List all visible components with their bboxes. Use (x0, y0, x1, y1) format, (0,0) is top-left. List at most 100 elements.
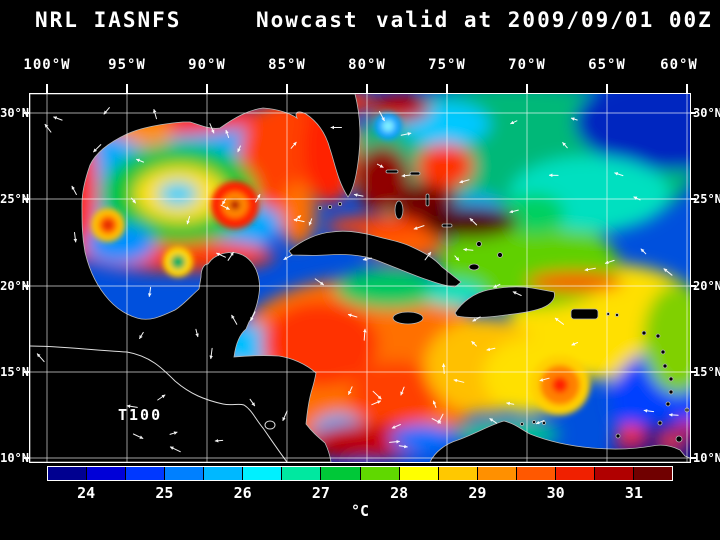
current-vector-arrow (220, 204, 230, 210)
current-vector-arrow (36, 353, 45, 363)
current-vector-arrow (255, 193, 261, 203)
current-vector-arrow (347, 313, 358, 318)
current-vector-arrow (663, 268, 673, 276)
current-vector-arrow (539, 377, 550, 382)
current-vector-arrow (614, 172, 624, 177)
colorbar-unit-label: °C (350, 502, 370, 520)
current-vector-arrow (668, 413, 679, 417)
current-vector-arrow (424, 251, 432, 261)
current-vector-arrow (640, 248, 647, 255)
colorbar-segment (477, 467, 516, 480)
current-vector-arrow (308, 218, 313, 226)
lat-tick-label-left: 10°N (0, 451, 29, 465)
colorbar-segment (321, 467, 360, 480)
colorbar-segment (165, 467, 204, 480)
current-vector-arrow (157, 394, 166, 401)
current-vector-arrow (389, 439, 400, 444)
current-vector-arrow (432, 400, 437, 408)
current-vector-arrow (584, 267, 596, 272)
colorbar-tick-label: 24 (77, 484, 96, 502)
colorbar-segment (204, 467, 243, 480)
current-vector-arrow (195, 328, 199, 338)
current-vector-arrow (459, 179, 470, 184)
lon-tick-label: 100°W (23, 57, 71, 73)
current-vector-arrow (400, 386, 405, 396)
current-vector-arrow (510, 120, 518, 125)
lon-tick-label: 85°W (268, 57, 306, 73)
current-vector-arrow (169, 431, 178, 435)
lon-tick-mark (446, 84, 448, 93)
plot-title-valid-time: valid at 2009/09/01 00Z (376, 8, 713, 32)
plot-title-model: NRL IASNFS (35, 8, 182, 32)
lon-tick-mark (526, 84, 528, 93)
temperature-map-svg (30, 94, 690, 462)
current-vector-arrow (562, 142, 568, 149)
current-vector-arrow (400, 132, 412, 136)
current-vector-arrow (214, 438, 224, 443)
colorbar-segment (555, 467, 594, 480)
current-vector-arrow (372, 390, 382, 400)
current-vector-arrow (362, 257, 372, 261)
current-vector-arrow (209, 347, 213, 360)
current-vector-arrow (535, 420, 545, 425)
colorbar-segment (48, 467, 87, 480)
lat-tick-mark (691, 198, 696, 200)
colorbar-segment (438, 467, 477, 480)
graticule (30, 94, 690, 462)
current-vector-arrow (293, 218, 305, 223)
lat-tick-label-left: 25°N (0, 192, 29, 206)
plot-title-mode: Nowcast (256, 8, 359, 32)
current-vectors (36, 107, 679, 453)
current-vector-arrow (231, 314, 238, 325)
colorbar-tick-label: 30 (546, 484, 565, 502)
current-vector-arrow (169, 446, 181, 453)
current-vector-arrow (44, 123, 52, 133)
current-vector-arrow (209, 123, 215, 134)
lat-tick-label-right: 30°N (693, 106, 720, 120)
lon-tick-label: 90°W (188, 57, 226, 73)
lat-tick-mark (24, 285, 29, 287)
colorbar-tick-label: 31 (624, 484, 643, 502)
current-vector-arrow (643, 408, 655, 413)
lat-tick-label-left: 30°N (0, 106, 29, 120)
current-vector-arrow (139, 331, 144, 340)
colorbar-segment (282, 467, 321, 480)
land-mask (30, 94, 690, 462)
coastline-contours (30, 345, 288, 462)
current-vector-arrow (362, 328, 367, 341)
current-vector-arrow (249, 398, 256, 407)
current-vector-arrow (136, 158, 144, 163)
lat-tick-label-right: 10°N (693, 451, 720, 465)
current-vector-arrow (506, 401, 515, 406)
lat-tick-label-left: 20°N (0, 279, 29, 293)
lon-tick-label: 80°W (348, 57, 386, 73)
current-vector-arrow (489, 418, 498, 424)
current-vector-arrow (71, 185, 77, 195)
lon-tick-mark (126, 84, 128, 93)
colorbar-segment (126, 467, 165, 480)
current-vector-arrow (282, 410, 288, 422)
colorbar-segment (516, 467, 555, 480)
lat-tick-mark (691, 457, 696, 459)
lon-tick-label: 70°W (508, 57, 546, 73)
current-vector-arrow (509, 209, 519, 214)
lon-tick-label: 95°W (108, 57, 146, 73)
colorbar-segment (360, 467, 399, 480)
lat-tick-mark (24, 371, 29, 373)
lat-tick-label-right: 20°N (693, 279, 720, 293)
current-vector-arrow (570, 117, 578, 121)
current-vector-arrow (376, 163, 384, 168)
colorbar-tick-label: 26 (233, 484, 252, 502)
current-vector-arrow (237, 145, 241, 153)
lat-tick-mark (691, 285, 696, 287)
lat-tick-mark (24, 457, 29, 459)
current-vector-arrow (103, 107, 110, 115)
current-vector-arrow (454, 255, 460, 261)
lat-tick-mark (691, 112, 696, 114)
current-vector-arrow (571, 342, 579, 346)
current-vector-arrow (379, 111, 385, 122)
current-vector-arrow (132, 433, 144, 439)
lat-tick-label-right: 25°N (693, 192, 720, 206)
current-vector-arrow (53, 116, 63, 121)
current-vector-arrow (472, 316, 481, 322)
